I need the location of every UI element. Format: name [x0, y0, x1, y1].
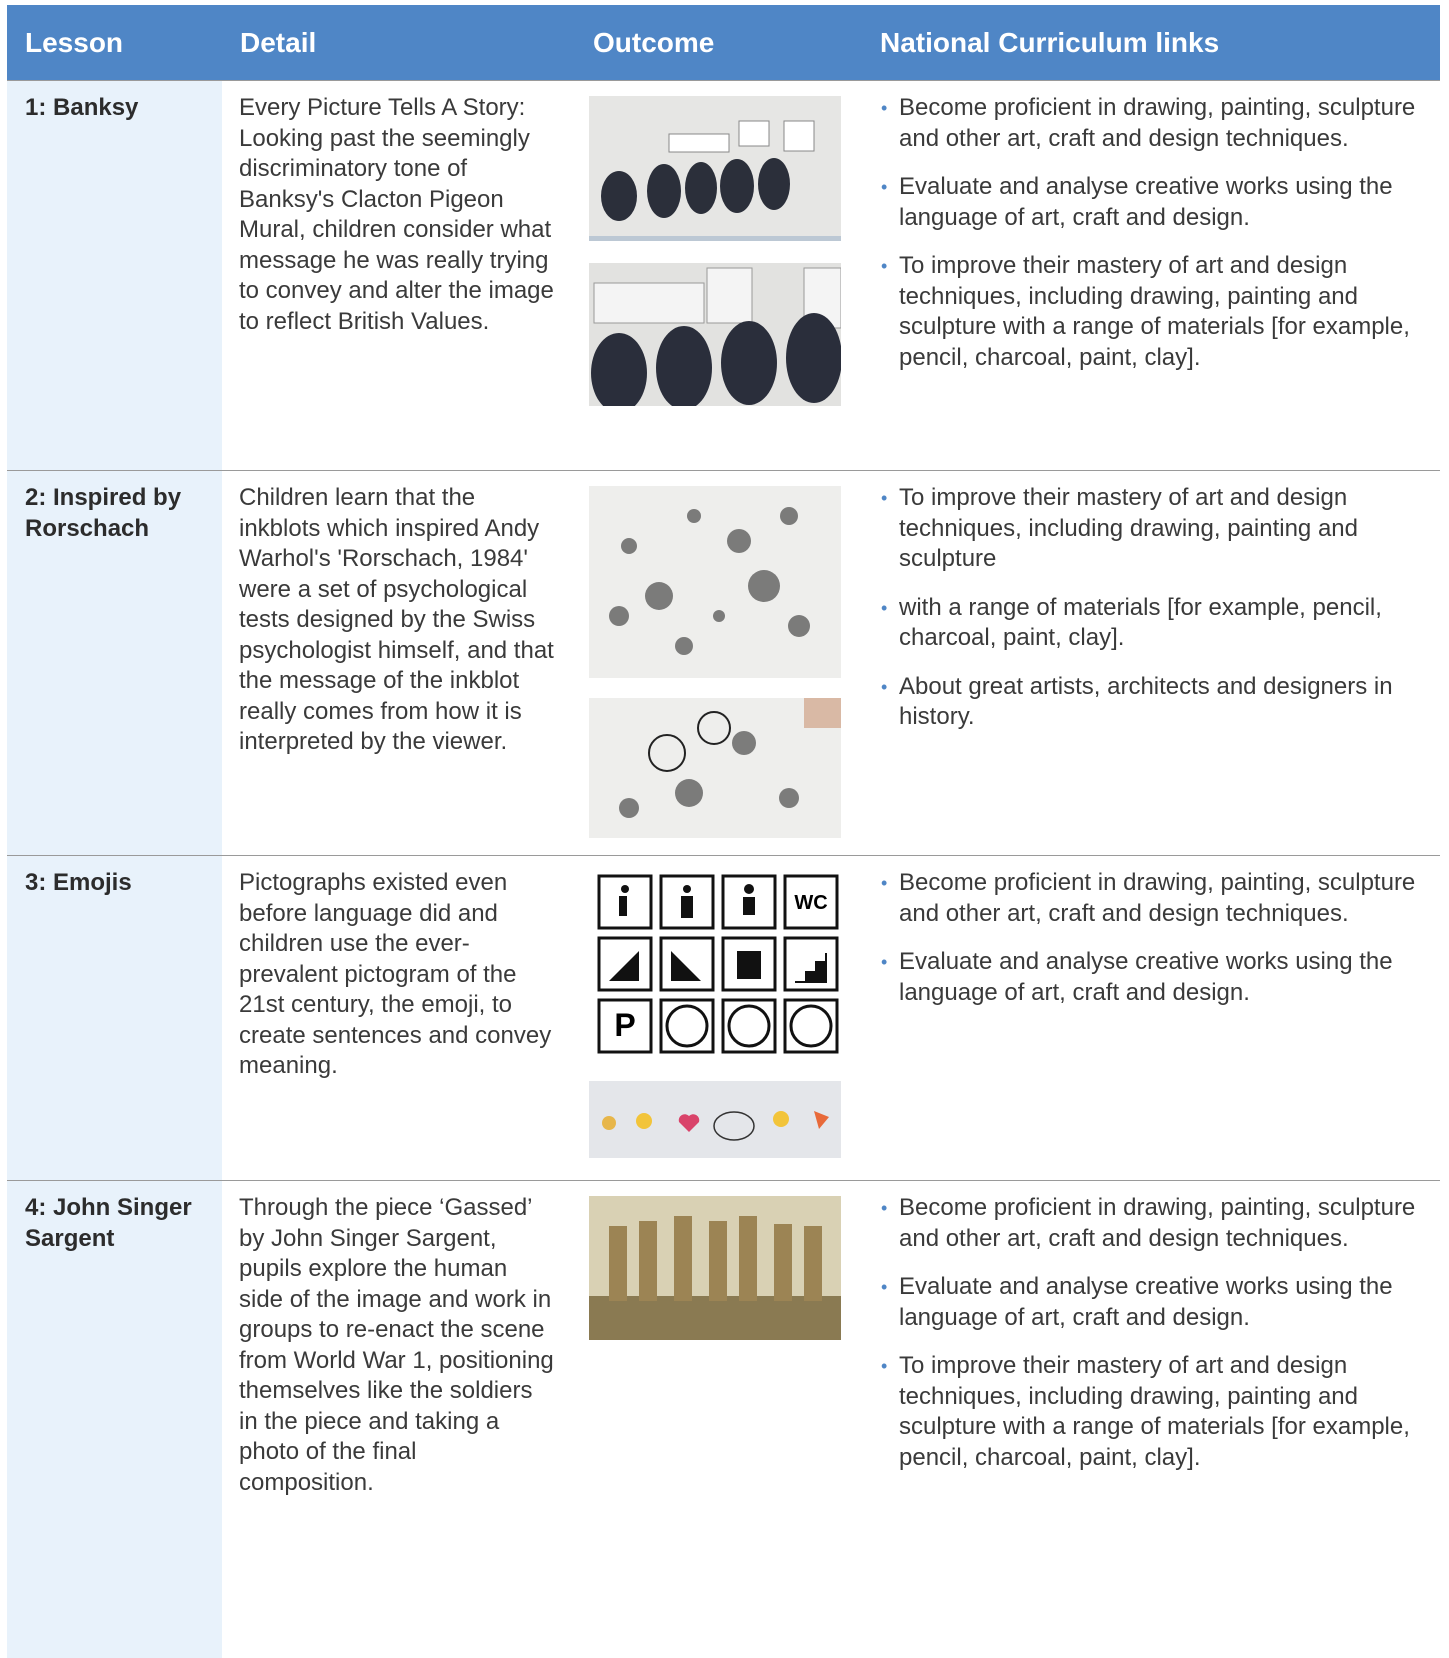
lesson: 2: Inspired by Rorschach [7, 470, 222, 856]
links: Become proficient in drawing, painting, … [862, 80, 1440, 471]
link-item: Evaluate and analyse creative works usin… [879, 172, 1422, 233]
column-header: Detail [222, 5, 575, 81]
column-header: Lesson [7, 5, 222, 81]
link-item: About great artists, architects and desi… [879, 672, 1422, 733]
sign-label: WC [794, 892, 827, 914]
link-item: Become proficient in drawing, painting, … [879, 1193, 1422, 1254]
column-header: Outcome [575, 5, 862, 81]
row: 2: Inspired by Rorschach Children learn … [7, 470, 1440, 856]
link-item: Become proficient in drawing, painting, … [879, 93, 1422, 154]
image [589, 263, 841, 406]
detail: Every Picture Tells A Story: Looking pas… [222, 80, 575, 471]
lesson: 4: John Singer Sargent [7, 1180, 222, 1658]
image [589, 1081, 841, 1158]
link-item: To improve their mastery of art and desi… [879, 251, 1422, 373]
outcome [575, 80, 862, 471]
detail: Children learn that the inkblots which i… [222, 470, 575, 856]
sign-grid: WC P [597, 874, 839, 1054]
outcome [575, 470, 862, 856]
lesson: 3: Emojis [7, 855, 222, 1181]
link-item: Evaluate and analyse creative works usin… [879, 1272, 1422, 1333]
image [589, 698, 841, 838]
link-item: Evaluate and analyse creative works usin… [879, 947, 1422, 1008]
header-row: Lesson Detail Outcome National Curriculu… [7, 5, 1440, 81]
link-item: with a range of materials [for example, … [879, 593, 1422, 654]
link-item: Become proficient in drawing, painting, … [879, 868, 1422, 929]
lesson: 1: Banksy [7, 80, 222, 471]
row: 1: Banksy Every Picture Tells A Story: L… [7, 80, 1440, 471]
link-item: To improve their mastery of art and desi… [879, 483, 1422, 575]
links: To improve their mastery of art and desi… [862, 470, 1440, 856]
image [589, 96, 841, 241]
image [589, 1196, 841, 1340]
links: Become proficient in drawing, painting, … [862, 1180, 1440, 1658]
link-item: To improve their mastery of art and desi… [879, 1351, 1422, 1473]
row: 4: John Singer Sargent Through the piece… [7, 1180, 1440, 1658]
column-header: National Curriculum links [862, 5, 1440, 81]
image [589, 486, 841, 678]
detail: Through the piece ‘Gassed’ by John Singe… [222, 1180, 575, 1658]
links: Become proficient in drawing, painting, … [862, 855, 1440, 1181]
row: 3: Emojis Pictographs existed even befor… [7, 855, 1440, 1181]
outcome: WC P [575, 855, 862, 1181]
outcome [575, 1180, 862, 1658]
sign-label: P [614, 1007, 635, 1043]
detail: Pictographs existed even before language… [222, 855, 575, 1181]
curriculum-table: Lesson Detail Outcome National Curriculu… [7, 5, 1440, 1658]
